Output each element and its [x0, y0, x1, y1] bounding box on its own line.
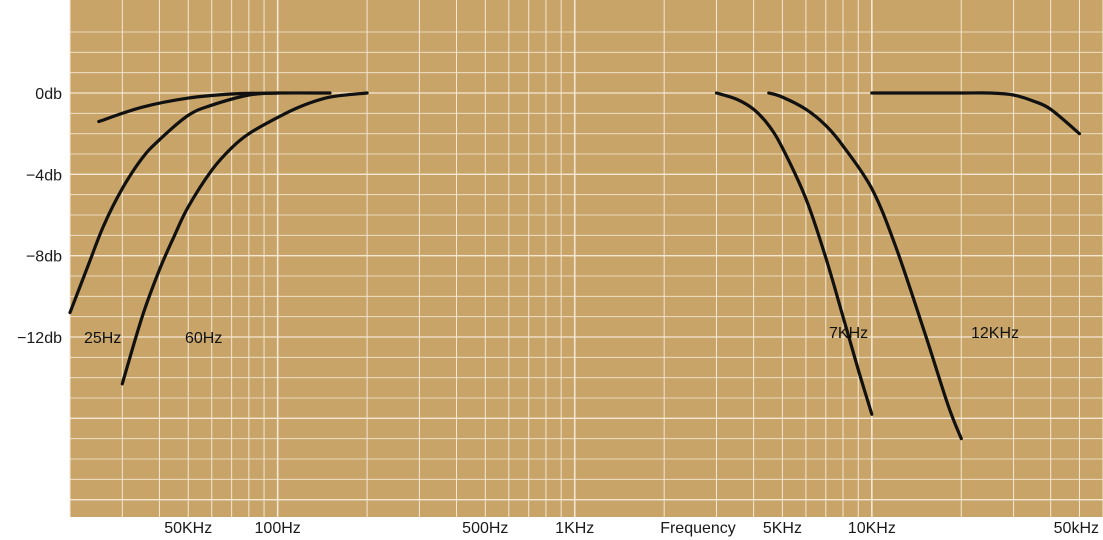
y-tick-label: 0db [35, 86, 62, 103]
x-tick-label: 5KHz [763, 520, 802, 537]
x-tick-labels: 50KHz 100Hz 500Hz 1KHz 5KHz 10KHz 50kHz Frequen… [164, 520, 1099, 537]
plot-background [70, 0, 1103, 517]
response-curve-12khz [870, 91, 1082, 136]
x-tick-label: 1KHz [555, 520, 594, 537]
response-curve-60hz [68, 91, 280, 315]
response-curves [68, 91, 1082, 441]
response-curve-series-2 [120, 91, 369, 386]
curve-label-25hz: 25Hz [84, 330, 121, 347]
x-tick-label: 10KHz [848, 520, 896, 537]
curve-label-7khz: 7KHz [829, 325, 868, 342]
y-tick-label: −12db [17, 330, 62, 347]
x-axis-title: Frequency [660, 520, 736, 537]
x-tick-label: 50KHz [164, 520, 212, 537]
response-curve-series-4 [767, 91, 963, 441]
y-tick-label: −4db [26, 167, 62, 184]
curve-labels: 25Hz 60Hz 7KHz 12KHz [84, 325, 1019, 347]
curve-label-12khz: 12KHz [971, 325, 1019, 342]
y-tick-label: −8db [26, 249, 62, 266]
curve-label-60hz: 60Hz [185, 330, 222, 347]
response-curve-7khz [714, 91, 874, 416]
x-tick-label: 50kHz [1054, 520, 1099, 537]
x-tick-label: 500Hz [462, 520, 508, 537]
y-tick-labels: 0db −4db −8db −12db [17, 86, 62, 347]
grid [69, 0, 1103, 517]
response-curve-25hz [97, 91, 332, 124]
x-tick-label: 100Hz [255, 520, 301, 537]
